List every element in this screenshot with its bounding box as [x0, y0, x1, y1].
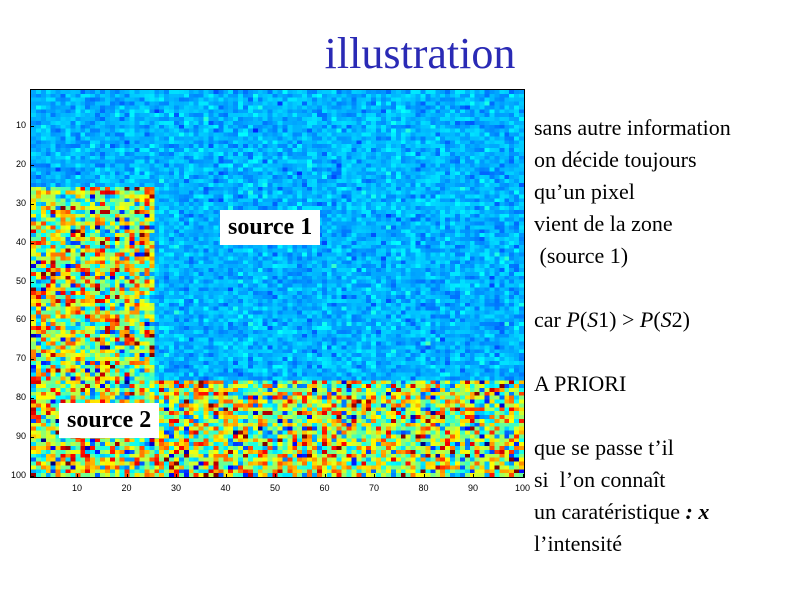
y-tick-label: 20	[15, 158, 26, 169]
y-tick-mark	[30, 203, 34, 205]
y-tick-mark	[30, 359, 34, 361]
x-tick-mark	[324, 474, 326, 478]
y-tick-label: 40	[15, 236, 26, 247]
x-tick-mark	[423, 474, 425, 478]
text-line: si l’on connaît	[534, 467, 666, 492]
text-line: que se passe t’il	[534, 435, 674, 460]
x-tick-label: 70	[369, 483, 380, 493]
x-tick-mark	[522, 474, 524, 478]
y-tick-mark	[30, 320, 34, 322]
x-tick-mark	[275, 474, 277, 478]
y-tick-mark	[30, 476, 34, 478]
x-tick-label: 90	[468, 483, 479, 493]
y-tick-mark	[30, 242, 34, 244]
text-line: (source 1)	[534, 243, 629, 268]
text-line: sans autre information	[534, 115, 731, 140]
x-tick-label: 100	[515, 483, 531, 493]
probability-line: car P(S1) > P(S2)	[534, 307, 690, 332]
y-tick-mark	[30, 125, 34, 127]
y-tick-mark	[30, 164, 34, 166]
y-tick-label: 50	[15, 275, 26, 286]
text-line: vient de la zone	[534, 211, 673, 236]
y-tick-label: 10	[15, 119, 26, 130]
text-line: l’intensité	[534, 531, 622, 556]
x-tick-label: 80	[418, 483, 429, 493]
y-tick-label: 70	[15, 353, 26, 364]
y-tick-label: 90	[15, 431, 26, 442]
y-tick-label: 100	[10, 470, 26, 481]
x-tick-label: 50	[270, 483, 281, 493]
text-line: un caratéristique : x	[534, 499, 710, 524]
explanation-text: sans autre information on décide toujour…	[534, 112, 796, 560]
y-tick-mark	[30, 281, 34, 283]
y-tick-label: 30	[15, 197, 26, 208]
x-tick-label: 40	[220, 483, 231, 493]
y-tick-label: 80	[15, 392, 26, 403]
x-tick-mark	[126, 474, 128, 478]
y-tick-mark	[30, 437, 34, 439]
slide-title: illustration	[324, 29, 516, 78]
x-tick-mark	[77, 474, 79, 478]
x-tick-mark	[225, 474, 227, 478]
x-tick-mark	[176, 474, 178, 478]
source2-label: source 2	[59, 403, 160, 438]
text-line: A PRIORI	[534, 371, 627, 396]
y-tick-label: 60	[15, 314, 26, 325]
x-tick-label: 60	[319, 483, 330, 493]
x-tick-label: 10	[72, 483, 83, 493]
text-line: on décide toujours	[534, 147, 697, 172]
x-tick-label: 30	[171, 483, 182, 493]
source1-label: source 1	[220, 210, 321, 245]
text-line: qu’un pixel	[534, 179, 635, 204]
x-tick-mark	[374, 474, 376, 478]
x-tick-label: 20	[121, 483, 132, 493]
y-tick-mark	[30, 398, 34, 400]
x-tick-mark	[473, 474, 475, 478]
